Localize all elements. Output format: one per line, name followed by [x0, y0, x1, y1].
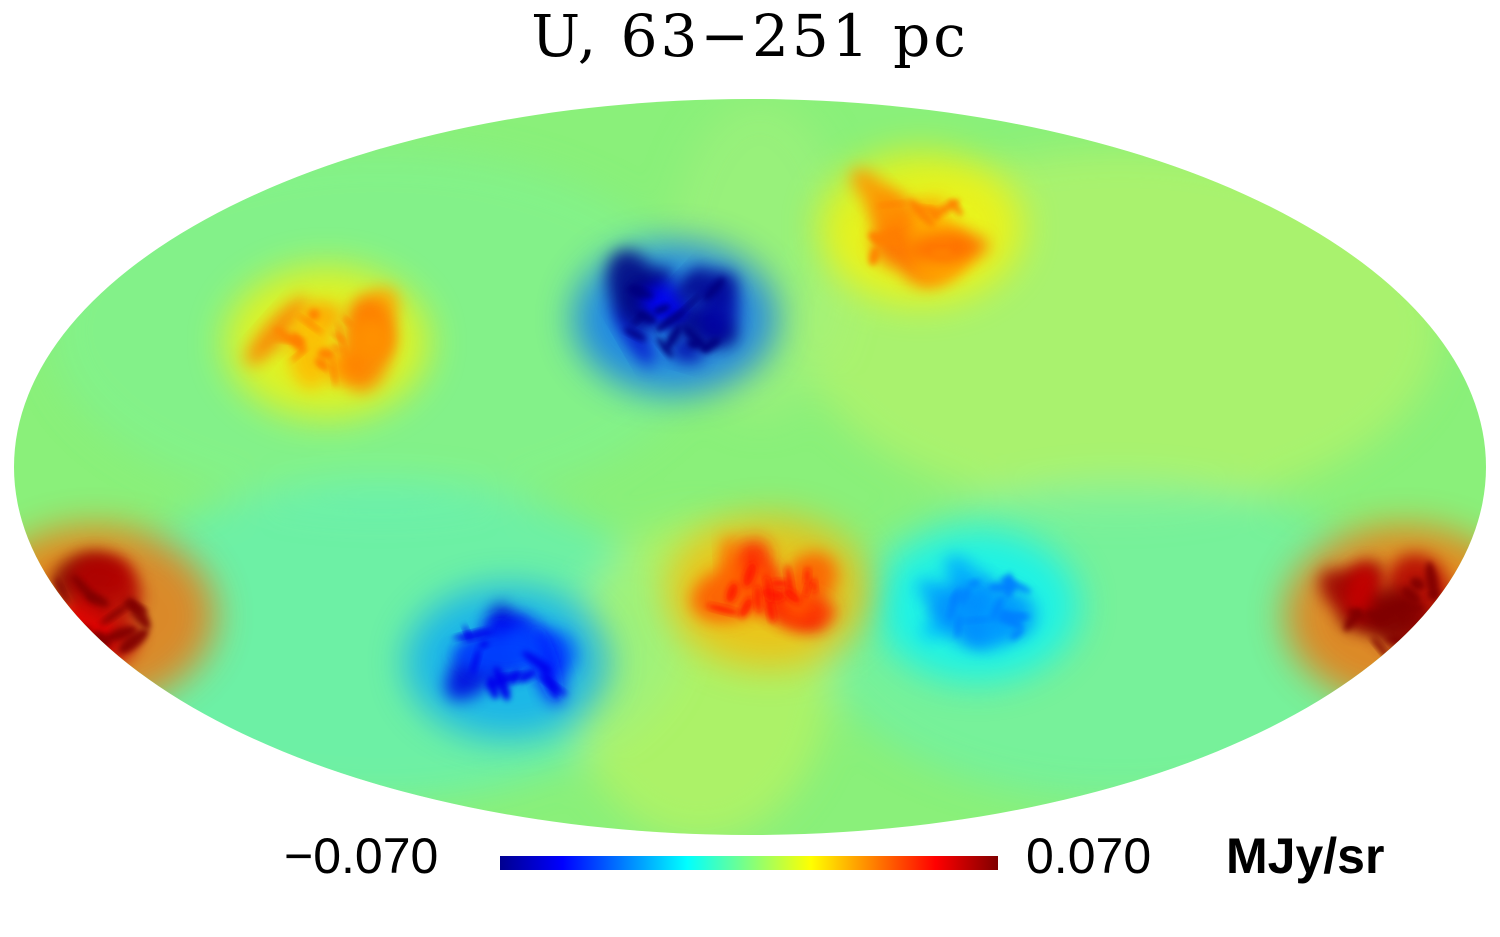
- cloud-filament: [46, 601, 57, 632]
- colorbar-unit-label: MJy/sr: [1226, 828, 1385, 884]
- cloud-filament: [1449, 642, 1463, 659]
- cloud-filament: [743, 562, 757, 588]
- cloud-filament: [931, 239, 953, 243]
- cloud-filament: [509, 669, 521, 685]
- cloud-filament: [960, 617, 992, 623]
- cloud-filament: [706, 604, 740, 615]
- cloud-filament: [726, 582, 738, 603]
- cloud-filament: [332, 343, 342, 353]
- cloud-filament: [999, 577, 1032, 594]
- cloud-core: [851, 168, 901, 220]
- cloud-filament: [935, 247, 951, 258]
- cloud-core: [18, 628, 86, 682]
- cloud-filament: [908, 199, 936, 228]
- cloud-filament: [1347, 608, 1368, 620]
- cloud-filament: [320, 362, 330, 372]
- cloud-filament: [1009, 628, 1024, 640]
- cloud-filament: [678, 294, 701, 316]
- cloud-filament: [766, 599, 775, 623]
- cloud-filament: [291, 347, 308, 362]
- cloud-core: [674, 267, 709, 303]
- cloud-filament: [452, 628, 489, 639]
- colorbar-max-label: 0.070: [1026, 828, 1152, 884]
- cloud-filament: [105, 626, 138, 642]
- cloud-filament: [486, 675, 499, 700]
- cloud-filament: [478, 640, 489, 648]
- cloud-filament: [623, 328, 647, 341]
- cloud-filament: [629, 284, 644, 296]
- cloud-filament: [459, 630, 495, 642]
- cloud-filament: [948, 199, 963, 216]
- cloud-filament: [868, 246, 881, 266]
- cloud-filament: [703, 277, 725, 301]
- cloud-filament: [67, 640, 101, 654]
- cloud-filament: [739, 597, 753, 618]
- cloud-filament: [804, 567, 810, 585]
- cloud-filament: [307, 308, 320, 321]
- cloud-feature: [405, 585, 610, 739]
- cloud-filament: [664, 324, 682, 350]
- cloud-filament: [55, 577, 69, 605]
- cloud-filament: [522, 651, 552, 673]
- cloud-filament: [1432, 625, 1440, 643]
- cloud-feature: [818, 150, 1023, 304]
- cloud-filament: [955, 614, 962, 639]
- cloud-filament: [754, 584, 761, 614]
- cloud-feature: [875, 529, 1080, 683]
- cloud-filament: [811, 578, 817, 594]
- cloud-filament: [682, 325, 709, 352]
- cloud-filament: [998, 609, 1023, 630]
- colorbar: [500, 856, 998, 870]
- cloud-filament: [272, 337, 307, 343]
- cloud-filament: [655, 310, 685, 332]
- cloud-filament: [990, 595, 1004, 622]
- colorbar-min-label: −0.070: [284, 828, 439, 884]
- cloud-filament: [968, 580, 981, 587]
- cloud-filament: [297, 314, 323, 334]
- cloud-filament: [879, 230, 899, 240]
- cloud-filament: [99, 602, 132, 626]
- cloud-filament: [470, 648, 481, 675]
- cloud-filament: [959, 587, 971, 605]
- cloud-layer: [14, 150, 1486, 739]
- cloud-feature: [573, 241, 778, 395]
- cloud-filament: [950, 588, 962, 605]
- cloud-filament: [71, 575, 97, 603]
- colorbar-gradient: [500, 856, 998, 870]
- cloud-filament: [342, 315, 353, 328]
- cloud-core: [721, 535, 740, 592]
- cloud-filament: [1015, 614, 1030, 620]
- cloud-feature: [667, 515, 872, 669]
- cloud-filament: [536, 674, 567, 696]
- cloud-filament: [127, 597, 151, 630]
- cloud-filament: [332, 331, 345, 344]
- cloud-filament: [769, 580, 790, 587]
- cloud-core: [351, 318, 393, 360]
- cloud-filament: [52, 608, 64, 645]
- map-field: [14, 99, 1486, 835]
- cloud-filament: [517, 669, 536, 683]
- cloud-filament: [1401, 586, 1420, 605]
- cloud-filament: [891, 232, 900, 250]
- cloud-filament: [876, 201, 909, 207]
- cloud-feature: [224, 265, 429, 419]
- cloud-filament: [329, 355, 337, 387]
- cloud-filament: [869, 232, 884, 247]
- cloud-filament: [42, 612, 65, 626]
- cloud-filament: [118, 628, 149, 654]
- cloud-filament: [653, 304, 671, 315]
- cloud-filament: [1425, 561, 1439, 603]
- cloud-filament: [1409, 577, 1425, 591]
- cloud-filament: [782, 587, 802, 604]
- chart-title: U, 63−251 pc: [531, 2, 969, 70]
- cloud-filament: [917, 206, 940, 212]
- cloud-filament: [764, 574, 772, 604]
- cloud-core: [288, 309, 333, 389]
- cloud-filament: [804, 581, 811, 598]
- cloud-filament: [656, 336, 674, 358]
- cloud-filament: [1375, 600, 1410, 621]
- cloud-filament: [635, 310, 657, 325]
